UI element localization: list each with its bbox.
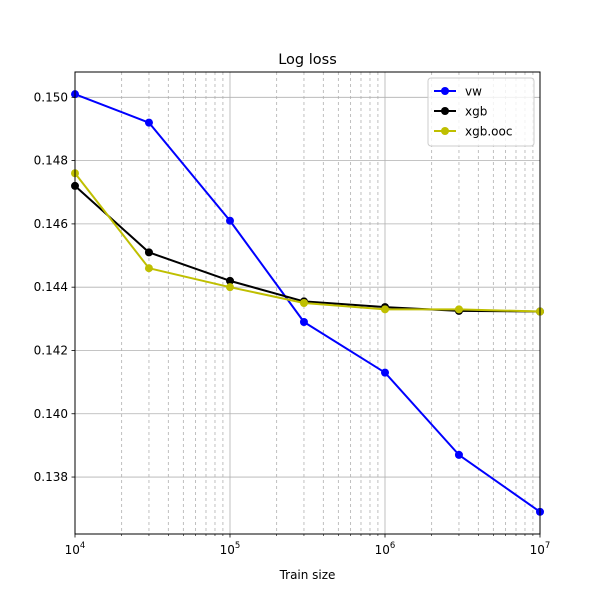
axis-ticks: 104 105 106 107 0.138 0.140 0.142 0.144 0.146 0.1…	[34, 90, 551, 557]
data-point-xgb-ooc	[144, 264, 153, 273]
y-tick-label: 0.144	[34, 280, 68, 294]
legend-label-vw: vw	[465, 85, 482, 99]
plot-frame	[74, 71, 541, 535]
chart-title: Log loss	[278, 52, 337, 68]
data-point-vw	[226, 216, 234, 225]
data-point-xgb	[144, 248, 153, 257]
legend-marker-vw	[441, 87, 449, 95]
y-tick-label: 0.150	[34, 90, 68, 104]
legend: vw xgb xgb.ooc	[427, 77, 535, 147]
data-point-vw	[144, 118, 153, 127]
x-tick-label: 104	[65, 541, 86, 557]
y-tick-label: 0.148	[34, 154, 68, 168]
legend-box	[427, 77, 535, 147]
y-tick-label: 0.146	[34, 217, 68, 231]
y-tick-label: 0.140	[34, 407, 68, 421]
data-point-vw	[381, 368, 389, 377]
data-point-xgb	[226, 276, 234, 285]
legend-label-xgb-ooc: xgb.ooc	[465, 125, 512, 139]
y-tick-label: 0.142	[34, 343, 68, 357]
data-point-xgb-ooc	[299, 299, 308, 307]
data-point-vw	[299, 317, 308, 326]
x-tick-label: 105	[220, 541, 241, 557]
series	[71, 90, 544, 516]
x-tick-label: 106	[375, 541, 396, 557]
data-point-xgb-ooc	[454, 305, 463, 314]
legend-label-xgb: xgb	[465, 105, 487, 119]
y-tick-label: 0.138	[34, 470, 68, 484]
data-point-vw	[454, 450, 463, 459]
data-point-xgb-ooc	[226, 283, 234, 292]
x-axis-title: Train size	[279, 568, 336, 582]
legend-marker-xgb	[441, 107, 449, 115]
x-tick-label: 107	[530, 541, 551, 557]
legend-marker-xgb-ooc	[441, 127, 449, 135]
data-point-xgb-ooc	[381, 305, 389, 314]
